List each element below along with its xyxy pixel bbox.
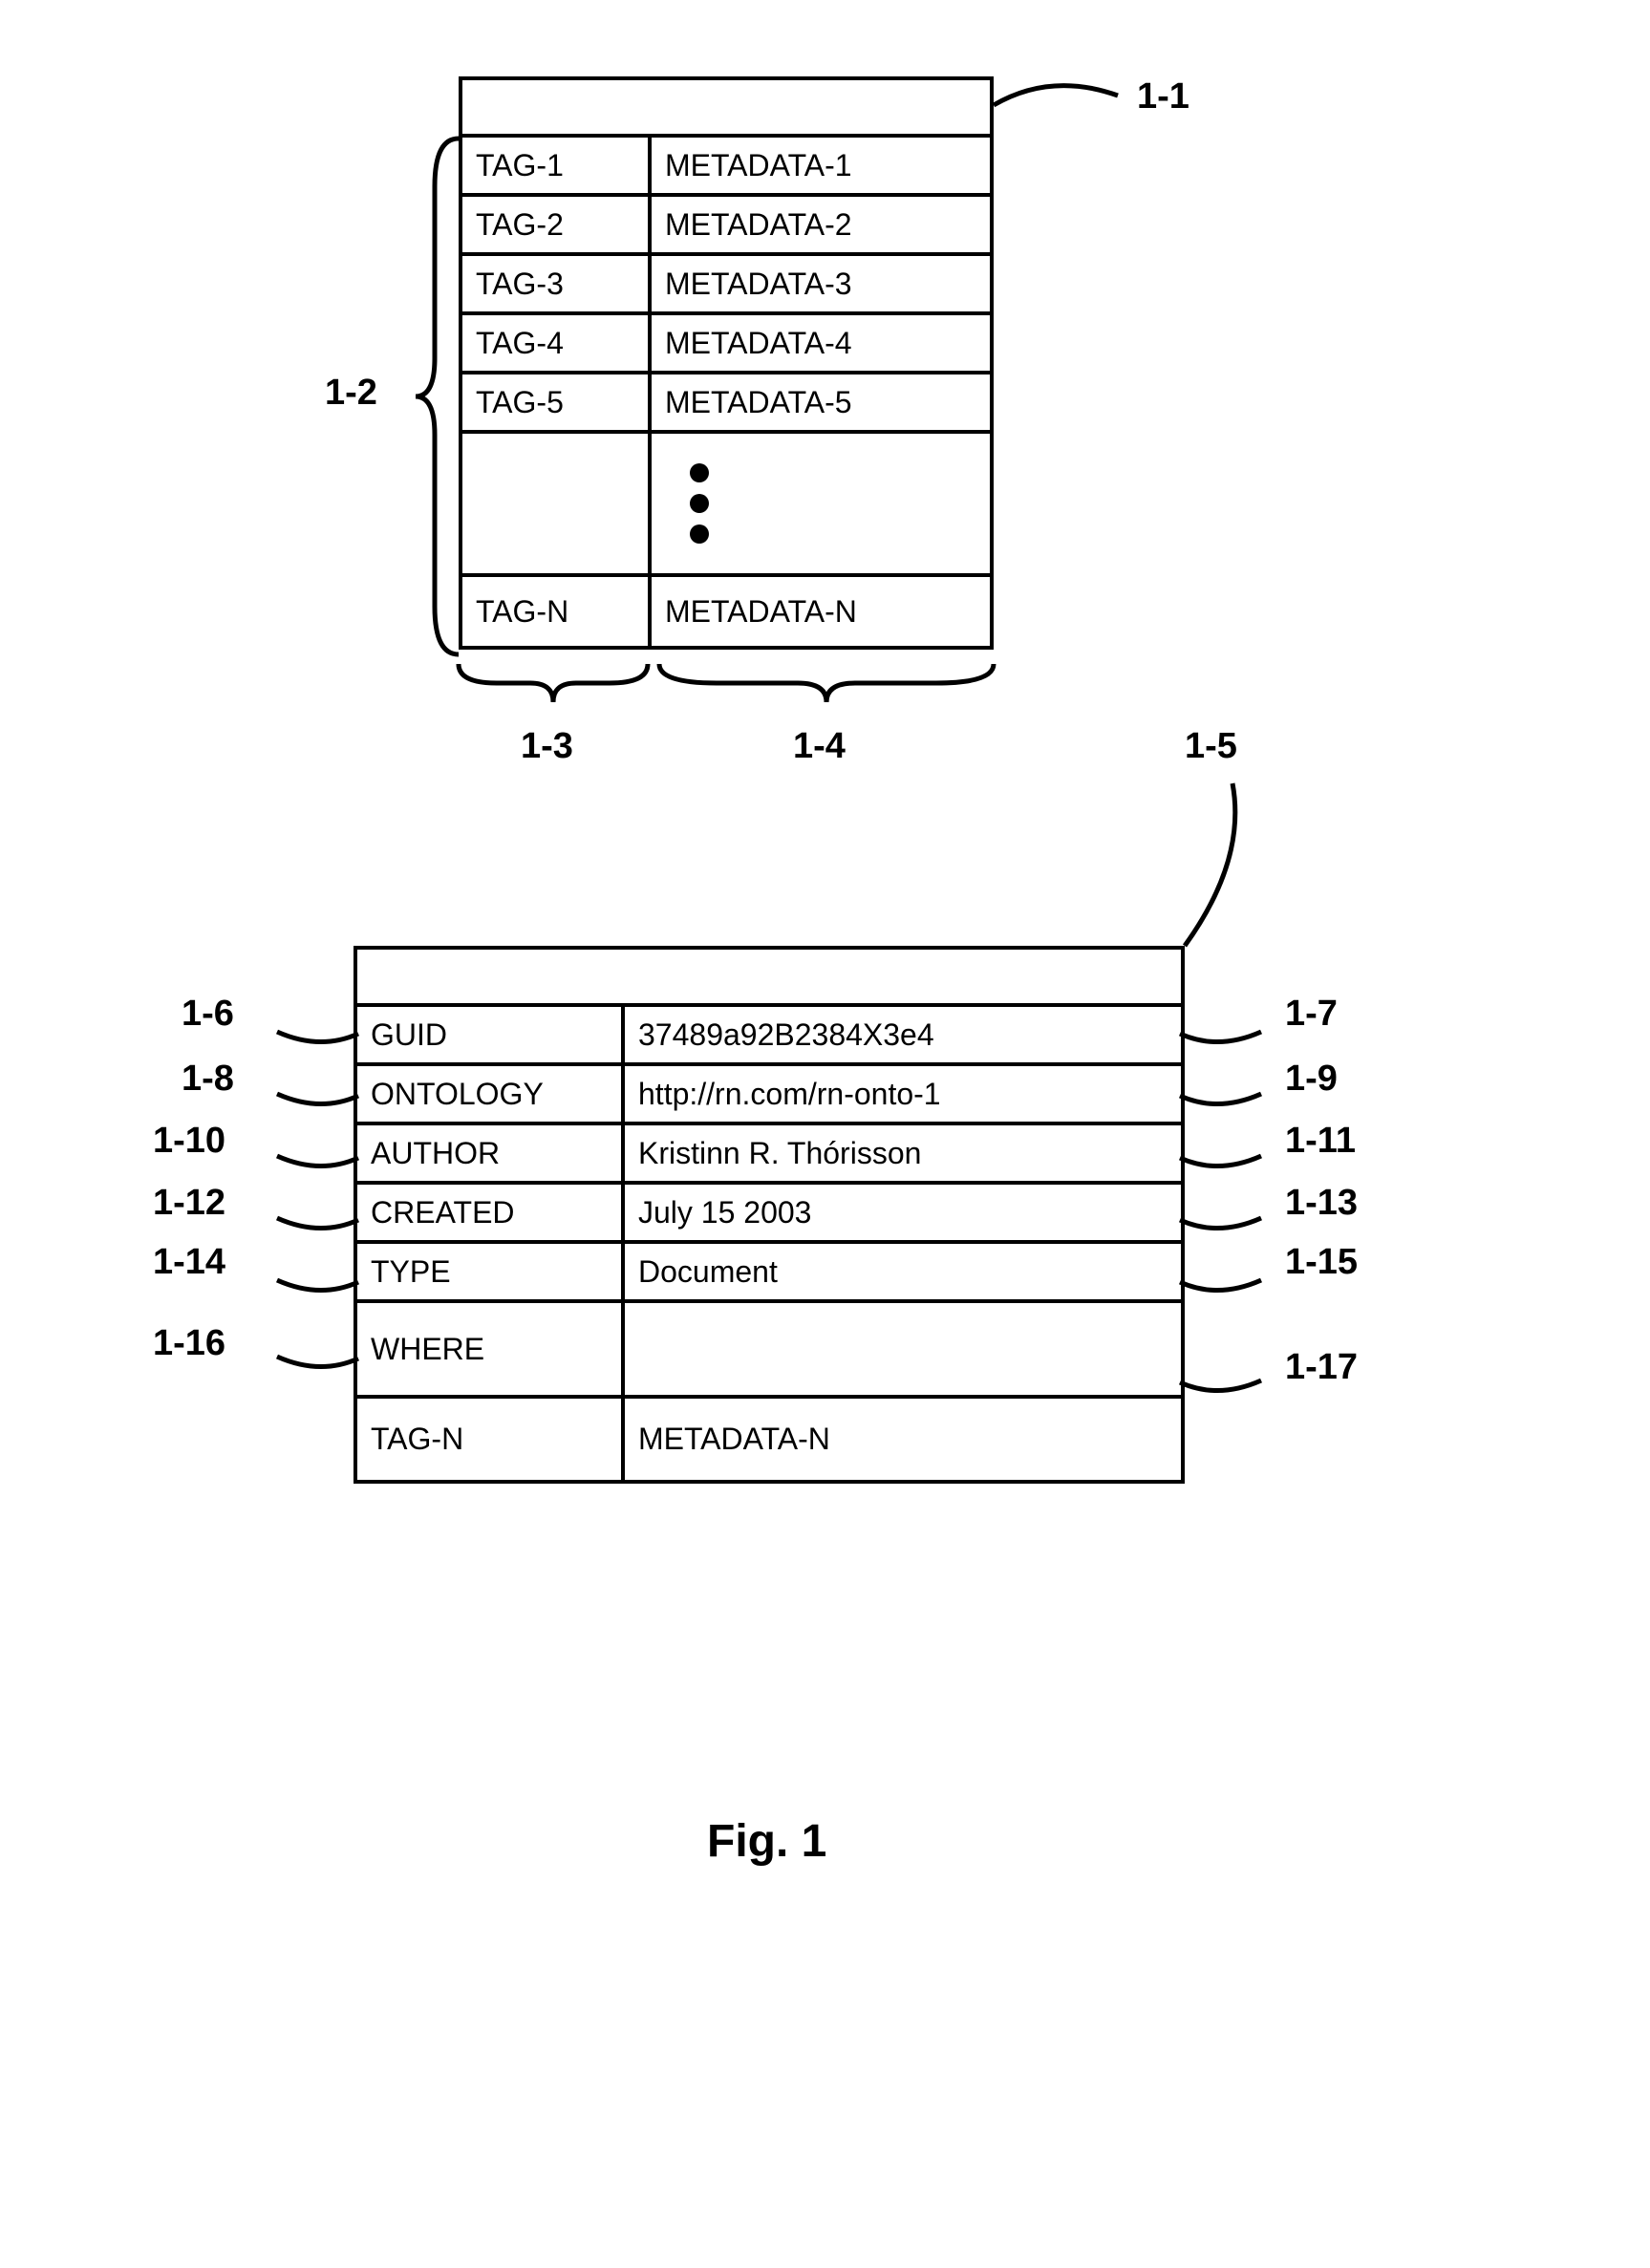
tag-cell: AUTHOR bbox=[357, 1125, 625, 1181]
tag-cell: TAG-4 bbox=[462, 315, 652, 371]
meta-cell: METADATA-N bbox=[652, 577, 990, 646]
table-row: CREATED July 15 2003 bbox=[357, 1185, 1181, 1244]
tag-cell: TAG-5 bbox=[462, 374, 652, 430]
callout-1-15: 1-15 bbox=[1285, 1242, 1358, 1283]
leader-line bbox=[277, 1271, 363, 1299]
table-2: GUID 37489a92B2384X3e4 ONTOLOGY http://r… bbox=[354, 946, 1185, 1484]
table-row: TAG-4 METADATA-4 bbox=[462, 315, 990, 374]
tag-cell: TAG-3 bbox=[462, 256, 652, 311]
dot-icon bbox=[690, 524, 709, 544]
table-2-header bbox=[357, 950, 1181, 1007]
table-row: ONTOLOGY http://rn.com/rn-onto-1 bbox=[357, 1066, 1181, 1125]
leader-line bbox=[277, 1347, 363, 1376]
table-row: TAG-5 METADATA-5 bbox=[462, 374, 990, 434]
callout-1-1: 1-1 bbox=[1137, 76, 1189, 118]
leader-line bbox=[1180, 1371, 1266, 1400]
bottom-brace-1-4 bbox=[659, 659, 994, 707]
callout-1-16: 1-16 bbox=[153, 1323, 225, 1364]
table-row: TAG-3 METADATA-3 bbox=[462, 256, 990, 315]
table-row: TAG-N METADATA-N bbox=[357, 1399, 1181, 1480]
table-1-header bbox=[462, 80, 990, 138]
tag-cell: TAG-2 bbox=[462, 197, 652, 252]
leader-line bbox=[277, 1084, 363, 1113]
table-row: GUID 37489a92B2384X3e4 bbox=[357, 1007, 1181, 1066]
tag-cell: ONTOLOGY bbox=[357, 1066, 625, 1122]
callout-1-10: 1-10 bbox=[153, 1121, 225, 1162]
meta-cell: Document bbox=[625, 1244, 1181, 1299]
dot-icon bbox=[690, 463, 709, 482]
meta-cell: METADATA-4 bbox=[652, 315, 990, 371]
tag-cell bbox=[462, 434, 652, 573]
ellipsis-dots bbox=[652, 434, 990, 573]
tag-cell: WHERE bbox=[357, 1303, 625, 1395]
meta-cell: METADATA-5 bbox=[652, 374, 990, 430]
leader-line bbox=[277, 1146, 363, 1175]
callout-1-3: 1-3 bbox=[521, 726, 573, 767]
meta-cell bbox=[625, 1303, 1181, 1395]
tag-cell: TAG-1 bbox=[462, 138, 652, 193]
leader-line bbox=[1180, 1146, 1266, 1175]
table-1: TAG-1 METADATA-1 TAG-2 METADATA-2 TAG-3 … bbox=[459, 76, 994, 650]
table-row: WHERE bbox=[357, 1303, 1181, 1399]
leader-line bbox=[277, 1209, 363, 1237]
meta-cell: METADATA-N bbox=[625, 1399, 1181, 1480]
dot-icon bbox=[690, 494, 709, 513]
meta-cell: METADATA-1 bbox=[652, 138, 990, 193]
leader-line bbox=[1180, 1271, 1266, 1299]
meta-cell: http://rn.com/rn-onto-1 bbox=[625, 1066, 1181, 1122]
meta-cell: 37489a92B2384X3e4 bbox=[625, 1007, 1181, 1062]
callout-1-17: 1-17 bbox=[1285, 1347, 1358, 1388]
tag-cell: GUID bbox=[357, 1007, 625, 1062]
meta-cell: July 15 2003 bbox=[625, 1185, 1181, 1240]
callout-1-5: 1-5 bbox=[1185, 726, 1237, 767]
meta-cell: METADATA-3 bbox=[652, 256, 990, 311]
tag-cell: TAG-N bbox=[462, 577, 652, 646]
ellipsis-row bbox=[462, 434, 990, 577]
tag-cell: TAG-N bbox=[357, 1399, 625, 1480]
leader-line bbox=[1180, 1209, 1266, 1237]
callout-1-8: 1-8 bbox=[182, 1059, 234, 1100]
tag-cell: CREATED bbox=[357, 1185, 625, 1240]
callout-1-11: 1-11 bbox=[1285, 1121, 1356, 1162]
table-row: TAG-2 METADATA-2 bbox=[462, 197, 990, 256]
callout-1-13: 1-13 bbox=[1285, 1183, 1358, 1224]
callout-1-14: 1-14 bbox=[153, 1242, 225, 1283]
leader-line bbox=[1175, 783, 1252, 955]
tag-cell: TYPE bbox=[357, 1244, 625, 1299]
callout-1-4: 1-4 bbox=[793, 726, 846, 767]
callout-1-6: 1-6 bbox=[182, 994, 234, 1035]
bottom-brace-1-3 bbox=[459, 659, 648, 707]
table-row: TAG-N METADATA-N bbox=[462, 577, 990, 646]
left-brace bbox=[416, 139, 463, 654]
table-row: TYPE Document bbox=[357, 1244, 1181, 1303]
leader-line bbox=[994, 76, 1146, 134]
callout-1-2: 1-2 bbox=[325, 373, 377, 414]
figure-caption: Fig. 1 bbox=[707, 1815, 826, 1868]
meta-cell: METADATA-2 bbox=[652, 197, 990, 252]
callout-1-7: 1-7 bbox=[1285, 994, 1338, 1035]
leader-line bbox=[1180, 1022, 1266, 1051]
figure-container: TAG-1 METADATA-1 TAG-2 METADATA-2 TAG-3 … bbox=[38, 38, 1615, 2216]
meta-cell: Kristinn R. Thórisson bbox=[625, 1125, 1181, 1181]
table-row: TAG-1 METADATA-1 bbox=[462, 138, 990, 197]
leader-line bbox=[1180, 1084, 1266, 1113]
callout-1-12: 1-12 bbox=[153, 1183, 225, 1224]
callout-1-9: 1-9 bbox=[1285, 1059, 1338, 1100]
leader-line bbox=[277, 1022, 363, 1051]
table-row: AUTHOR Kristinn R. Thórisson bbox=[357, 1125, 1181, 1185]
